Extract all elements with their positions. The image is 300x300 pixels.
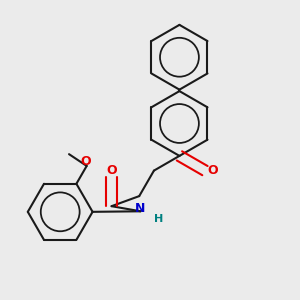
Text: O: O (106, 164, 117, 177)
Text: H: H (154, 214, 164, 224)
Text: O: O (207, 164, 217, 177)
Text: O: O (80, 155, 91, 168)
Text: N: N (135, 202, 146, 215)
